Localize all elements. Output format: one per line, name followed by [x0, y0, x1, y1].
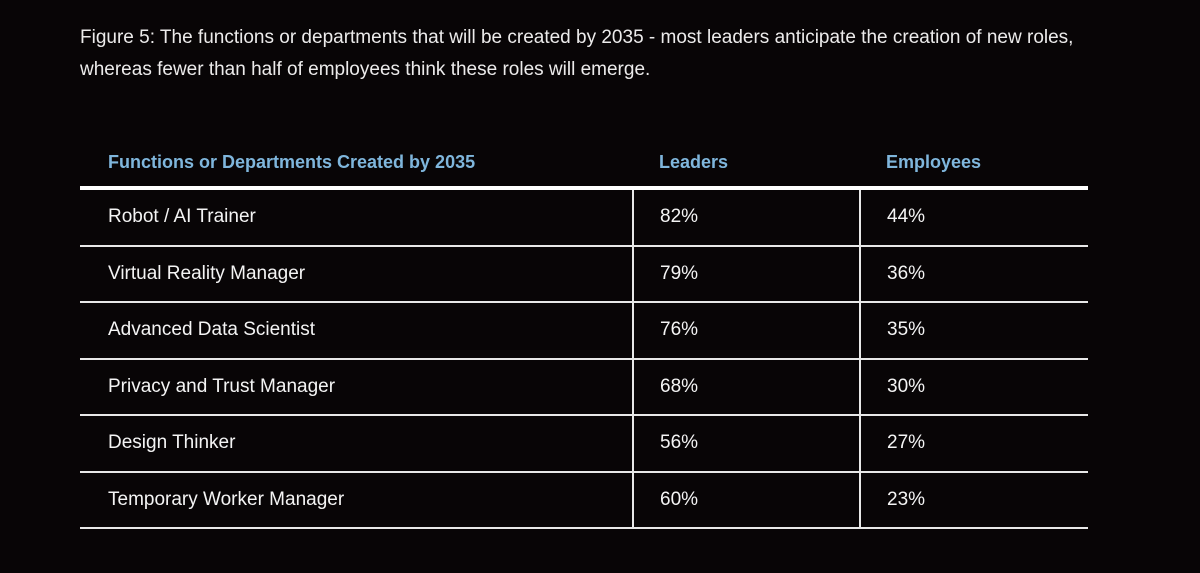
header-functions: Functions or Departments Created by 2035 — [80, 140, 633, 190]
cell-function: Design Thinker — [80, 415, 633, 473]
cell-function: Robot / AI Trainer — [80, 188, 633, 247]
header-leaders: Leaders — [633, 140, 860, 190]
table-header-row: Functions or Departments Created by 2035… — [80, 140, 1088, 190]
table-row: Virtual Reality Manager 79% 36% — [80, 245, 1088, 303]
cell-leaders: 79% — [632, 245, 860, 303]
table-row: Robot / AI Trainer 82% 44% — [80, 188, 1088, 247]
roles-table: Functions or Departments Created by 2035… — [80, 140, 1088, 529]
cell-leaders: 60% — [632, 471, 860, 529]
roles-table-container: Functions or Departments Created by 2035… — [80, 140, 1088, 529]
cell-leaders: 56% — [632, 415, 860, 473]
table-row: Privacy and Trust Manager 68% 30% — [80, 358, 1088, 416]
header-employees: Employees — [860, 140, 1088, 190]
cell-function: Advanced Data Scientist — [80, 302, 633, 360]
cell-function: Temporary Worker Manager — [80, 471, 633, 529]
table-row: Temporary Worker Manager 60% 23% — [80, 471, 1088, 529]
cell-employees: 36% — [859, 245, 1088, 303]
cell-leaders: 82% — [632, 188, 860, 247]
cell-employees: 30% — [859, 358, 1088, 416]
cell-leaders: 68% — [632, 358, 860, 416]
cell-employees: 35% — [859, 302, 1088, 360]
table-row: Design Thinker 56% 27% — [80, 415, 1088, 473]
cell-function: Virtual Reality Manager — [80, 245, 633, 303]
cell-function: Privacy and Trust Manager — [80, 358, 633, 416]
figure-caption: Figure 5: The functions or departments t… — [80, 27, 1074, 80]
cell-employees: 23% — [859, 471, 1088, 529]
cell-leaders: 76% — [632, 302, 860, 360]
table-row: Advanced Data Scientist 76% 35% — [80, 302, 1088, 360]
cell-employees: 27% — [859, 415, 1088, 473]
cell-employees: 44% — [859, 188, 1088, 247]
